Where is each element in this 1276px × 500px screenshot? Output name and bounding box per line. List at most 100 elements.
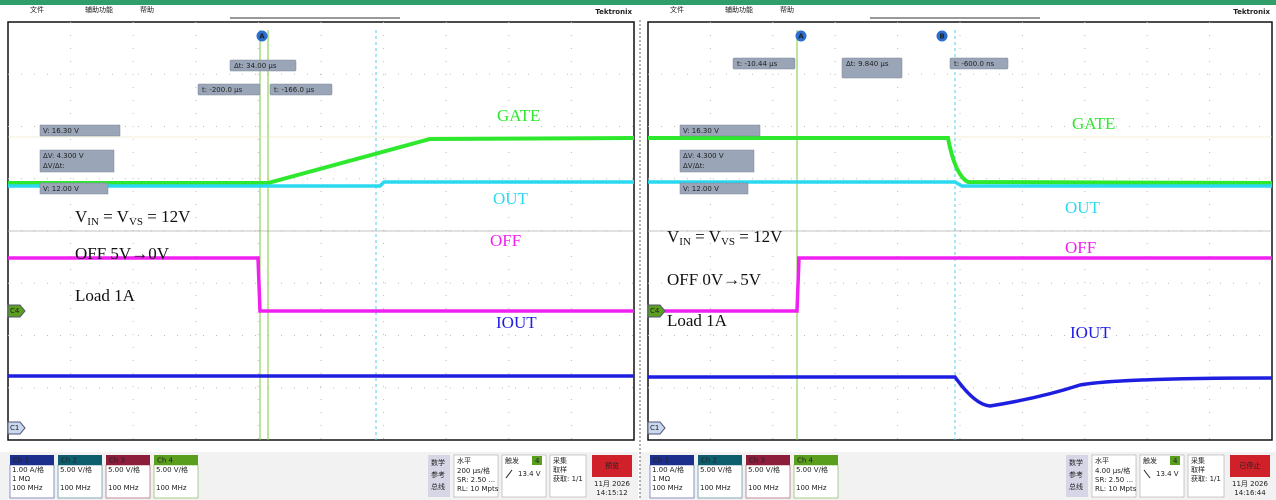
- cursor-readout-text: t: -600.0 ns: [954, 60, 995, 68]
- readout-text: ΔV/Δt:: [683, 162, 705, 170]
- trace-label: IOUT: [1070, 323, 1111, 342]
- channel-setting: 5.00 V/格: [748, 465, 780, 474]
- trace-label: OFF: [1065, 238, 1096, 257]
- cursor-marker-label: B: [939, 33, 944, 41]
- trace-label: GATE: [497, 106, 540, 125]
- channel-tag-text: C4: [650, 307, 660, 315]
- cursor-readout-text: Δt: 9.840 µs: [846, 60, 889, 68]
- menu-button-text: 数学: [1069, 458, 1083, 467]
- channel-tag-text: C1: [10, 424, 19, 432]
- date: 11月 2026: [1232, 480, 1268, 488]
- note-text: V: [75, 207, 88, 226]
- cursor-readout-text: t: -10.44 µs: [737, 60, 778, 68]
- readout-text: V: 12.00 V: [683, 185, 719, 193]
- channel-setting: 5.00 V/格: [156, 465, 188, 474]
- menu-item: 文件: [670, 5, 684, 14]
- menu-item: 文件: [30, 5, 44, 14]
- readout-text: ΔV: 4.300 V: [43, 152, 84, 160]
- trace-label: IOUT: [496, 313, 537, 332]
- trigger-title: 触发: [505, 456, 519, 465]
- channel-setting: 5.00 V/格: [796, 465, 828, 474]
- channel-name: Ch 3: [109, 457, 125, 465]
- menu-item: 辅助功能: [85, 5, 113, 14]
- note-text: V: [667, 227, 680, 246]
- off-note: OFF 5V→0V: [75, 244, 170, 263]
- channel-setting: 100 MHz: [156, 484, 187, 492]
- channel-setting: 100 MHz: [108, 484, 139, 492]
- trigger-channel: 4: [535, 457, 540, 465]
- cursor-marker-label: A: [798, 33, 804, 41]
- horizontal-setting: SR: 2.50 ...: [1095, 476, 1133, 484]
- menu-button-text: 参考: [431, 470, 445, 479]
- readout-text: V: 12.00 V: [43, 185, 79, 193]
- channel-name: Ch 3: [749, 457, 765, 465]
- menu-button-text: 总线: [431, 482, 445, 491]
- menu-button-text: 参考: [1069, 470, 1083, 479]
- time: 14:15:12: [596, 489, 627, 497]
- channel-setting: 100 MHz: [60, 484, 91, 492]
- menu-item: 辅助功能: [725, 5, 753, 14]
- acquire-setting: 取样: [1191, 465, 1205, 474]
- channel-setting: 5.00 V/格: [700, 465, 732, 474]
- horizontal-setting: 200 µs/格: [457, 466, 490, 475]
- channel-name: Ch 4: [157, 457, 174, 465]
- channel-setting: 1 MΩ: [12, 475, 31, 483]
- load-note: Load 1A: [667, 311, 728, 330]
- note-text: = 12V: [143, 207, 191, 226]
- channel-setting: 100 MHz: [652, 484, 683, 492]
- subscript: IN: [87, 216, 99, 228]
- note-text: = V: [691, 227, 722, 246]
- channel-setting: 1 MΩ: [652, 475, 671, 483]
- channel-setting: 1.00 A/格: [12, 465, 44, 474]
- acquire-title: 采集: [1191, 456, 1205, 465]
- horizontal-setting: RL: 10 Mpts: [457, 485, 499, 493]
- cursor-readout-text: t: -200.0 µs: [202, 86, 243, 94]
- note-text: = 12V: [735, 227, 783, 246]
- acquire-setting: 获取: 1/1: [1191, 474, 1221, 483]
- menu-item: 帮助: [140, 5, 154, 14]
- channel-setting: 100 MHz: [748, 484, 779, 492]
- brand: Tektronix: [595, 8, 632, 16]
- acquire-setting: 取样: [553, 465, 567, 474]
- readout-text: V: 16.30 V: [43, 127, 79, 135]
- menu-button-text: 数学: [431, 458, 445, 467]
- screenshot: 文件 辅助功能 帮助 Tektronix A Δt: 34.00 µs t: -200.0 …: [0, 0, 1276, 500]
- horizontal-setting: RL: 10 Mpts: [1095, 485, 1137, 493]
- menu-button-text: 总线: [1069, 482, 1083, 491]
- brand: Tektronix: [1233, 8, 1270, 16]
- readout-text: ΔV: 4.300 V: [683, 152, 724, 160]
- trace-label: OUT: [493, 189, 529, 208]
- trigger-level: 13.4 V: [518, 470, 541, 478]
- readout-text: ΔV/Δt:: [43, 162, 65, 170]
- time: 14:16:44: [1234, 489, 1266, 497]
- off-note: OFF 0V→5V: [667, 270, 762, 289]
- run-state: 预览: [605, 461, 619, 470]
- horizontal-title: 水平: [1095, 456, 1109, 465]
- trigger-level: 13.4 V: [1156, 470, 1179, 478]
- horizontal-setting: SR: 2.50 ...: [457, 476, 495, 484]
- subscript: IN: [679, 236, 691, 248]
- note-text: = V: [99, 207, 130, 226]
- cursor-readout-text: t: -166.0 µs: [274, 86, 315, 94]
- trace-label: OFF: [490, 231, 521, 250]
- acquire-title: 采集: [553, 456, 567, 465]
- menu-item: 帮助: [780, 5, 794, 14]
- channel-setting: 100 MHz: [700, 484, 731, 492]
- channel-setting: 1.00 A/格: [652, 465, 684, 474]
- run-state: 已停止: [1240, 461, 1261, 470]
- channel-setting: 100 MHz: [796, 484, 827, 492]
- cursor-readout-text: Δt: 34.00 µs: [234, 62, 277, 70]
- channel-tag-text: C1: [650, 424, 659, 432]
- channel-name: Ch 2: [61, 457, 77, 465]
- channel-tag-text: C4: [10, 307, 20, 315]
- channel-name: Ch 2: [701, 457, 717, 465]
- acquire-setting: 获取: 1/1: [553, 474, 583, 483]
- date: 11月 2026: [594, 480, 630, 488]
- top-strip: [0, 0, 1276, 5]
- channel-name: Ch 1: [13, 457, 29, 465]
- horizontal-title: 水平: [457, 456, 471, 465]
- subscript: VS: [129, 216, 143, 228]
- channel-setting: 5.00 V/格: [60, 465, 92, 474]
- channel-setting: 100 MHz: [12, 484, 43, 492]
- trigger-channel: 4: [1173, 457, 1178, 465]
